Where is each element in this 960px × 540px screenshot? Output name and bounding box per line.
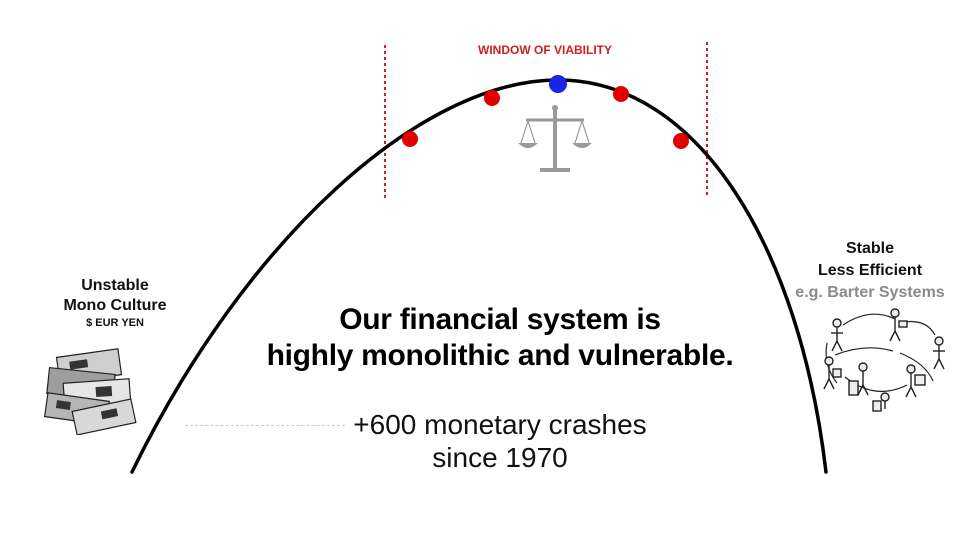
unstable-label: Unstable bbox=[81, 277, 149, 294]
stable-label: Stable bbox=[845, 240, 894, 257]
less-efficient-label: Less Efficient bbox=[817, 262, 923, 279]
faded-divider bbox=[185, 425, 345, 427]
viability-point-left-inner bbox=[484, 90, 500, 106]
window-of-viability-label: WINDOW OF VIABILITY bbox=[478, 43, 612, 57]
stable-label-group: Stable Less Efficient e.g. Barter System… bbox=[770, 238, 960, 304]
banknotes-icon bbox=[43, 348, 137, 435]
unstable-label-group: Unstable Mono Culture $ EUR YEN bbox=[40, 276, 190, 331]
headline: Our financial system is highly monolithi… bbox=[180, 302, 820, 374]
crash-stat: +600 monetary crashes since 1970 bbox=[330, 408, 670, 474]
viability-point-left-outer bbox=[402, 131, 418, 147]
crash-stat-line-1: +600 monetary crashes bbox=[353, 409, 647, 440]
barter-systems-label: e.g. Barter Systems bbox=[795, 284, 945, 301]
balance-scale-icon bbox=[518, 105, 592, 172]
crash-stat-line-2: since 1970 bbox=[432, 442, 568, 473]
currencies-label: $ EUR YEN bbox=[86, 317, 144, 329]
barter-people-icon bbox=[823, 308, 945, 412]
headline-line-2: highly monolithic and vulnerable. bbox=[266, 339, 734, 372]
viability-point-right-inner bbox=[613, 86, 629, 102]
optimum-point bbox=[549, 75, 567, 93]
viability-point-right-outer bbox=[673, 133, 689, 149]
headline-line-1: Our financial system is bbox=[339, 303, 661, 336]
mono-culture-label: Mono Culture bbox=[63, 297, 167, 314]
